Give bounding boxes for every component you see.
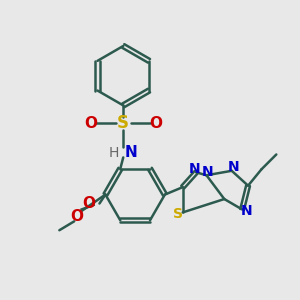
- Text: O: O: [149, 116, 162, 131]
- Text: S: S: [117, 114, 129, 132]
- Text: O: O: [71, 209, 84, 224]
- Text: S: S: [173, 207, 183, 221]
- Text: N: N: [241, 204, 252, 218]
- Text: N: N: [202, 165, 214, 179]
- Text: H: H: [108, 146, 119, 160]
- Text: O: O: [84, 116, 97, 131]
- Text: N: N: [227, 160, 239, 174]
- Text: N: N: [189, 162, 200, 176]
- Text: O: O: [82, 196, 95, 211]
- Text: N: N: [125, 146, 137, 160]
